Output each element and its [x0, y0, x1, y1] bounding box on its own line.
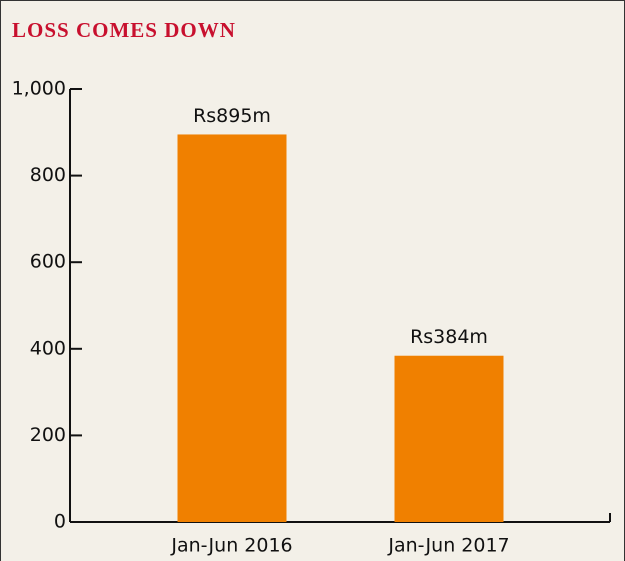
y-tick-label: 800: [30, 164, 66, 186]
y-tick-label: 1,000: [12, 78, 66, 100]
y-tick-label: 200: [30, 424, 66, 446]
bar: [177, 134, 287, 522]
chart-title: LOSS COMES DOWN: [12, 18, 236, 42]
bar: [394, 355, 504, 522]
value-label: Rs384m: [410, 326, 488, 348]
value-label: Rs895m: [193, 105, 271, 127]
y-tick-label: 0: [54, 511, 66, 533]
x-tick-label: Jan-Jun 2017: [387, 535, 509, 557]
x-tick-label: Jan-Jun 2016: [170, 535, 292, 557]
y-tick-label: 400: [30, 337, 66, 359]
y-tick-label: 600: [30, 251, 66, 273]
